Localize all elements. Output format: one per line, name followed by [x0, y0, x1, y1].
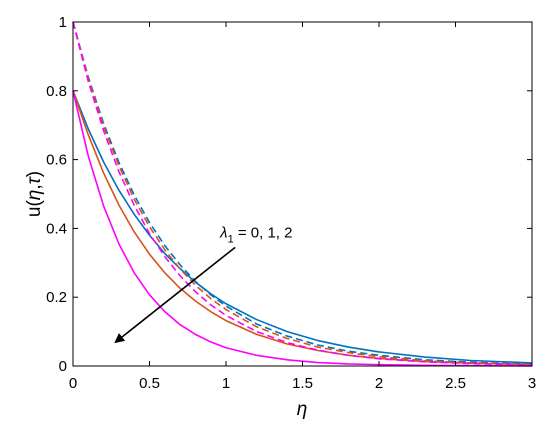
- annotation-values: = 0, 1, 2: [234, 224, 293, 241]
- series-line-6: [72, 21, 533, 366]
- series-line-5: [72, 21, 533, 366]
- x-tick-label: 0.5: [139, 375, 160, 392]
- series-line-4: [72, 21, 533, 366]
- annotation: λ1 = 0, 1, 2: [114, 224, 292, 344]
- y-axis-label: u(η,τ): [24, 171, 45, 217]
- y-tick-label: 0.6: [46, 152, 67, 169]
- y-tick-label: 0.4: [46, 220, 67, 237]
- y-tick-label: 0.8: [46, 83, 67, 100]
- annotation-label: λ1 = 0, 1, 2: [219, 224, 292, 245]
- y-tick-label: 1: [59, 14, 67, 31]
- y-label-part-3: ,: [24, 184, 45, 189]
- x-axis-label: η: [297, 399, 308, 420]
- y-tick-label: 0: [59, 358, 67, 375]
- y-label-part-5: ): [24, 171, 45, 177]
- plot-area: [73, 22, 532, 366]
- y-tick-label: 0.2: [46, 289, 67, 306]
- annotation-subscript: 1: [228, 233, 234, 245]
- x-tick-label: 1: [222, 375, 230, 392]
- y-label-part-2: η: [24, 190, 45, 201]
- y-label-part-1: u(: [24, 200, 45, 218]
- annotation-lambda: λ: [219, 224, 227, 241]
- annotation-arrow: [114, 246, 236, 344]
- x-tick-label: 2: [375, 375, 383, 392]
- series-layer: [72, 21, 533, 367]
- x-tick-label: 3: [528, 375, 536, 392]
- x-tick-label: 0: [69, 375, 77, 392]
- ticks-layer: 0 0.5 1 1.5 2 2.5 3 0 0.2 0.4 0.6 0.8 1: [46, 14, 536, 392]
- x-tick-label: 2.5: [445, 375, 466, 392]
- y-label-part-4: τ: [24, 175, 45, 184]
- x-tick-label: 1.5: [292, 375, 313, 392]
